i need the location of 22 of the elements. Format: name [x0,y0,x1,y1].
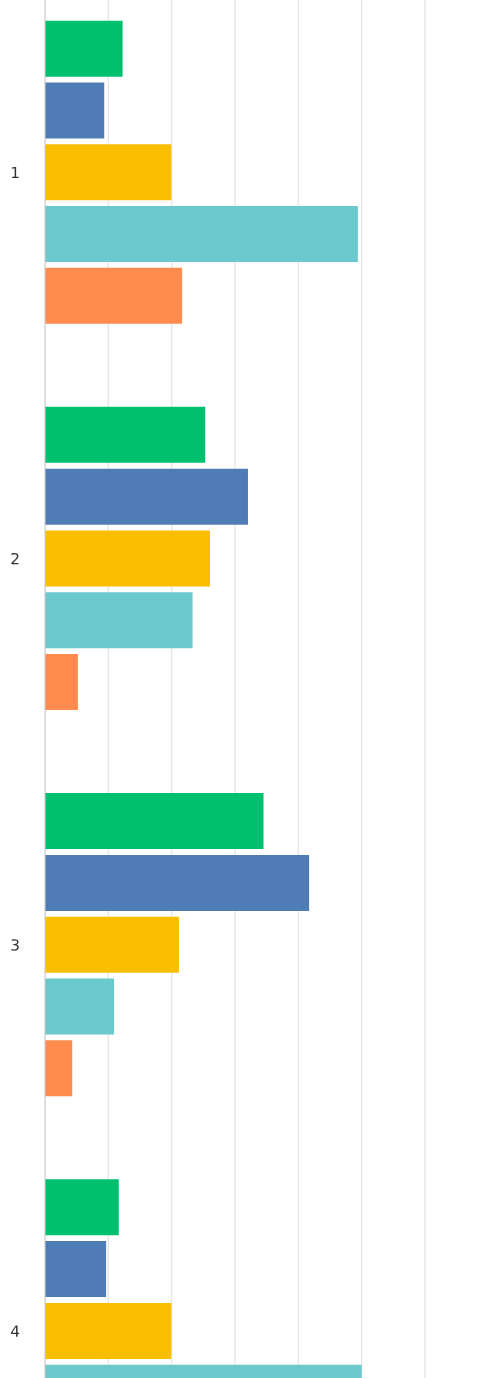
bar [45,793,264,850]
y-tick-label: 1 [11,166,19,179]
bar [45,916,179,973]
bar [45,854,310,911]
bar [45,20,123,77]
bar [45,144,172,201]
y-tick-label: 4 [11,1325,20,1337]
bar [45,206,358,263]
bar [45,1241,107,1298]
y-tick-label: 3 [11,939,19,951]
bar [45,406,206,463]
bar [45,654,78,711]
bar [45,1179,119,1236]
bar [45,82,105,139]
bar [45,530,210,587]
bar [45,267,183,324]
bar [45,468,248,525]
bar [45,592,193,649]
bar [45,1302,172,1359]
bar [45,1040,73,1097]
y-tick-label: 2 [11,552,19,565]
bar [45,978,115,1035]
